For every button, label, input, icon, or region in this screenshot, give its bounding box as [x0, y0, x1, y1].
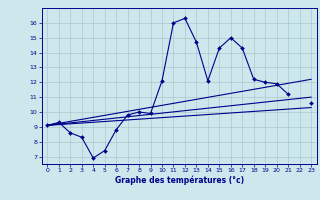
X-axis label: Graphe des températures (°c): Graphe des températures (°c) — [115, 176, 244, 185]
